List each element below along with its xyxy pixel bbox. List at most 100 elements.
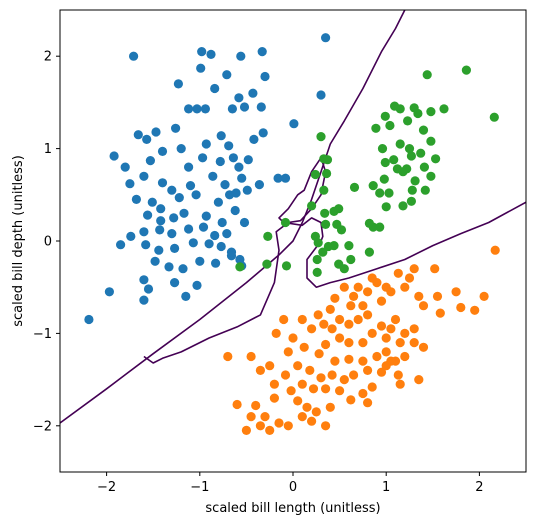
data-point-series-1 [143,284,154,294]
data-point-series-3 [335,386,345,396]
data-point-series-1 [213,197,223,207]
data-point-series-3 [358,388,368,399]
data-point-series-3 [456,302,466,313]
data-point-series-1 [174,193,184,203]
data-point-series-1 [195,256,205,266]
data-point-series-1 [220,180,230,190]
data-point-series-1 [249,134,259,144]
data-point-series-1 [176,144,186,154]
data-point-series-3 [327,370,337,380]
data-point-series-1 [184,224,194,234]
data-point-series-1 [201,139,211,149]
data-point-series-1 [154,245,164,255]
data-point-series-3 [400,328,410,338]
data-point-series-2 [334,204,344,214]
data-point-series-2 [395,104,405,114]
data-point-series-3 [299,342,309,352]
data-point-series-3 [255,365,265,375]
data-point-series-1 [184,162,194,172]
data-point-series-3 [470,305,480,315]
data-point-series-1 [169,213,179,223]
data-point-series-1 [200,104,210,114]
data-point-series-1 [280,173,291,183]
data-point-series-3 [367,382,377,392]
data-point-series-1 [131,194,141,204]
data-point-series-2 [410,176,420,186]
data-point-series-3 [297,412,307,422]
data-point-series-1 [104,287,114,297]
data-point-series-1 [164,262,174,272]
data-point-series-1 [257,47,267,57]
data-point-series-1 [215,156,225,167]
data-point-series-3 [321,339,331,350]
data-point-series-1 [236,51,246,61]
data-point-series-1 [133,130,143,140]
data-point-series-1 [258,128,268,138]
data-point-series-3 [432,291,443,301]
data-point-series-3 [418,301,429,311]
data-point-series-1 [210,230,220,241]
data-point-series-3 [400,282,410,292]
data-point-series-3 [246,351,256,362]
data-point-series-3 [325,402,335,412]
data-point-series-3 [372,351,382,362]
data-point-series-2 [321,219,331,229]
data-point-series-1 [155,225,165,235]
data-point-series-2 [377,144,388,154]
data-point-series-1 [191,190,201,200]
data-point-series-2 [398,201,408,211]
decision-boundary-layer [60,10,526,424]
data-point-series-1 [185,181,196,191]
data-point-series-3 [308,384,319,394]
data-point-series-1 [216,131,226,141]
data-point-series-2 [389,155,399,165]
y-tick-label: −2 [33,419,52,434]
data-point-series-2 [489,112,499,122]
data-point-series-3 [353,282,363,292]
data-point-series-1 [217,217,227,228]
data-point-series-1 [227,104,237,114]
data-point-series-1 [198,222,209,232]
data-point-series-2 [281,261,292,271]
data-point-series-2 [422,70,432,80]
data-point-series-3 [265,361,275,371]
data-point-series-3 [404,273,415,283]
data-point-series-1 [222,70,232,80]
data-point-series-3 [409,324,419,334]
data-point-series-3 [316,373,326,383]
data-point-series-1 [109,151,119,161]
data-point-series-2 [307,201,317,211]
data-point-series-3 [363,398,373,408]
data-point-series-1 [179,208,189,218]
data-point-series-1 [156,216,166,226]
data-point-series-2 [439,104,449,114]
data-point-series-1 [208,171,218,181]
data-point-series-1 [226,251,237,261]
data-point-series-3 [297,379,307,389]
y-tick-label: 1 [44,142,52,157]
data-point-series-2 [398,167,408,177]
data-point-series-1 [139,227,149,237]
data-point-series-1 [242,185,252,195]
x-tick-label: 1 [382,480,390,495]
data-point-series-3 [390,314,401,325]
data-point-series-1 [129,51,139,61]
data-point-series-3 [349,370,359,380]
data-point-series-3 [479,291,489,301]
data-point-series-1 [234,93,244,103]
data-point-series-2 [406,151,416,161]
data-point-series-1 [197,47,207,57]
data-point-series-3 [339,282,349,292]
data-point-series-3 [274,418,284,428]
data-point-series-3 [246,412,256,422]
data-point-series-2 [322,155,333,165]
data-point-series-1 [157,146,168,156]
data-point-series-1 [167,229,177,239]
data-point-series-1 [192,280,202,290]
data-point-series-2 [420,185,430,195]
data-point-series-3 [311,407,321,417]
data-point-series-3 [363,310,373,320]
data-point-series-1 [260,71,270,82]
data-point-series-3 [344,338,354,348]
data-point-series-3 [223,351,233,362]
